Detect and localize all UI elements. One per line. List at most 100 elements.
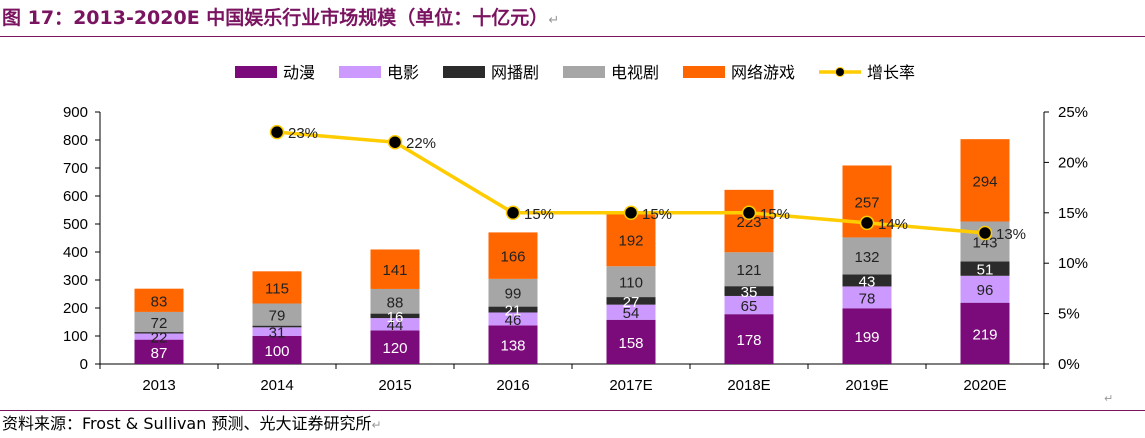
right-y-axis: 0% 5% 10% 15% 20% 25%	[1043, 104, 1088, 373]
paragraph-mark: ↵	[548, 13, 560, 28]
page-paragraph-mark: ↵	[1104, 392, 1114, 405]
bar-data-labels: 87 100 120 138 158 178 199 219 22 31 44 46 54 65 78 96 1…	[151, 173, 998, 362]
bar-data-label: 100	[264, 343, 289, 360]
bar-data-label: 199	[854, 329, 879, 346]
bar-data-label: 65	[741, 298, 758, 315]
x-axis-tick-label: 2013	[142, 377, 175, 394]
figure-title-text: 2013-2020E 中国娱乐行业市场规模（单位：十亿元）	[73, 7, 549, 29]
bar-data-label: 143	[972, 235, 997, 252]
bar-data-label: 46	[505, 312, 522, 329]
legend-swatch	[235, 66, 277, 78]
bar-data-label: 78	[859, 290, 876, 307]
x-axis-tick-label: 2014	[260, 377, 293, 394]
growth-rate-label: 14%	[878, 216, 908, 233]
bar-segment-3	[134, 332, 184, 334]
bar-segment-4	[842, 237, 892, 275]
bar-data-label: 72	[151, 315, 168, 332]
bar-segment-5	[960, 139, 1010, 222]
bar-segment-2	[606, 304, 656, 320]
right-axis-tick-label: 10%	[1058, 255, 1088, 272]
bar-segment-4	[252, 303, 302, 326]
title-rule	[0, 36, 1145, 37]
growth-rate-label: 15%	[524, 206, 554, 223]
legend-swatch	[339, 66, 381, 78]
paragraph-mark: ↵	[371, 418, 382, 432]
bar-segment-4	[488, 278, 538, 307]
x-axis: 2013 2014 2015 2016 2017E 2018E 2019E 2020E	[99, 363, 1045, 394]
bar-segment-3	[488, 306, 538, 313]
legend-entry-label: 电影	[387, 64, 419, 82]
bar-data-label: 22	[151, 330, 168, 347]
legend-entry-label: 网播剧	[491, 64, 539, 82]
bar-data-label: 96	[977, 282, 994, 299]
growth-rate-marker	[741, 205, 757, 221]
x-axis-tick-label: 2019E	[845, 377, 888, 394]
left-axis-tick-label: 300	[63, 272, 88, 289]
legend-swatch	[683, 66, 725, 78]
bar-segment-3	[960, 261, 1010, 276]
left-axis-tick-label: 0	[80, 356, 88, 373]
source-rule	[0, 410, 1145, 411]
x-axis-tick-label: 2016	[496, 377, 529, 394]
x-axis-tick-label: 2017E	[609, 377, 652, 394]
bar-data-label: 115	[265, 280, 289, 297]
right-axis-tick-label: 25%	[1058, 104, 1088, 121]
bar-data-label: 158	[618, 335, 643, 352]
x-axis-tick-label: 2018E	[727, 377, 770, 394]
bar-segment-3	[370, 313, 420, 319]
legend-swatch	[443, 66, 485, 78]
bar-segment-2	[252, 327, 302, 336]
bar-segment-1	[842, 308, 892, 364]
right-axis-tick-label: 0%	[1058, 356, 1080, 373]
bar-data-label: 35	[741, 284, 758, 301]
bar-data-label: 54	[623, 305, 640, 322]
growth-rate-marker	[859, 215, 875, 231]
bar-segment-5	[488, 232, 538, 279]
left-axis-tick-label: 400	[63, 244, 88, 261]
bar-data-label: 31	[269, 325, 286, 342]
growth-rate-series: 23% 22% 15% 15% 15% 14% 13%	[269, 124, 1026, 243]
bar-data-label: 223	[736, 214, 761, 231]
bar-segment-5	[370, 249, 420, 289]
bar-data-label: 43	[859, 273, 876, 290]
bar-segment-1	[134, 339, 184, 364]
x-axis-tick-label: 2020E	[963, 377, 1006, 394]
growth-rate-label: 22%	[406, 135, 436, 152]
left-y-axis: 0 100 200 300 400 500 600 700 800 900	[63, 104, 101, 373]
bar-data-label: 16	[387, 309, 404, 326]
chart-legend: 动漫 电影 网播剧 电视剧 网络游戏 增长率	[235, 63, 915, 82]
left-axis-tick-label: 500	[63, 216, 88, 233]
growth-rate-label: 13%	[996, 226, 1026, 243]
bar-data-label: 99	[505, 286, 522, 303]
source-note: 资料来源：Frost & Sullivan 预测、光大证券研究所↵	[2, 412, 382, 436]
right-axis-tick-label: 15%	[1058, 205, 1088, 222]
legend-swatch-marker	[835, 67, 845, 77]
legend-swatch	[563, 66, 605, 78]
bar-segment-2	[134, 333, 184, 340]
figure-title: 图 17：2013-2020E 中国娱乐行业市场规模（单位：十亿元）↵	[2, 2, 559, 34]
bar-segment-2	[488, 312, 538, 326]
legend-entry-label: 增长率	[867, 64, 915, 82]
left-axis-tick-label: 600	[63, 188, 88, 205]
source-text: Frost & Sullivan 预测、光大证券研究所	[82, 414, 372, 433]
growth-rate-marker	[505, 205, 521, 221]
bar-data-label: 141	[382, 262, 407, 279]
bar-segment-4	[606, 266, 656, 298]
left-axis-tick-label: 900	[63, 104, 88, 121]
stacked-bar-chart: 动漫 电影 网播剧 电视剧 网络游戏 增长率 0 100 200 300 400 500 600 700…	[63, 63, 1088, 394]
bar-segment-5	[134, 288, 184, 312]
growth-rate-label: 23%	[288, 125, 318, 142]
x-axis-tick-label: 2015	[378, 377, 411, 394]
left-axis-tick-label: 700	[63, 160, 88, 177]
bar-segment-3	[252, 325, 302, 328]
growth-rate-label: 15%	[760, 206, 790, 223]
bar-segment-1	[724, 314, 774, 364]
bar-segment-1	[606, 319, 656, 364]
bar-data-label: 294	[972, 173, 997, 190]
figure-label: 图 17：	[2, 7, 74, 29]
bar-segment-1	[370, 330, 420, 364]
right-axis-tick-label: 20%	[1058, 154, 1088, 171]
bar-data-label: 166	[500, 249, 525, 266]
bar-data-label: 120	[382, 340, 407, 357]
bar-data-label: 257	[854, 194, 879, 211]
